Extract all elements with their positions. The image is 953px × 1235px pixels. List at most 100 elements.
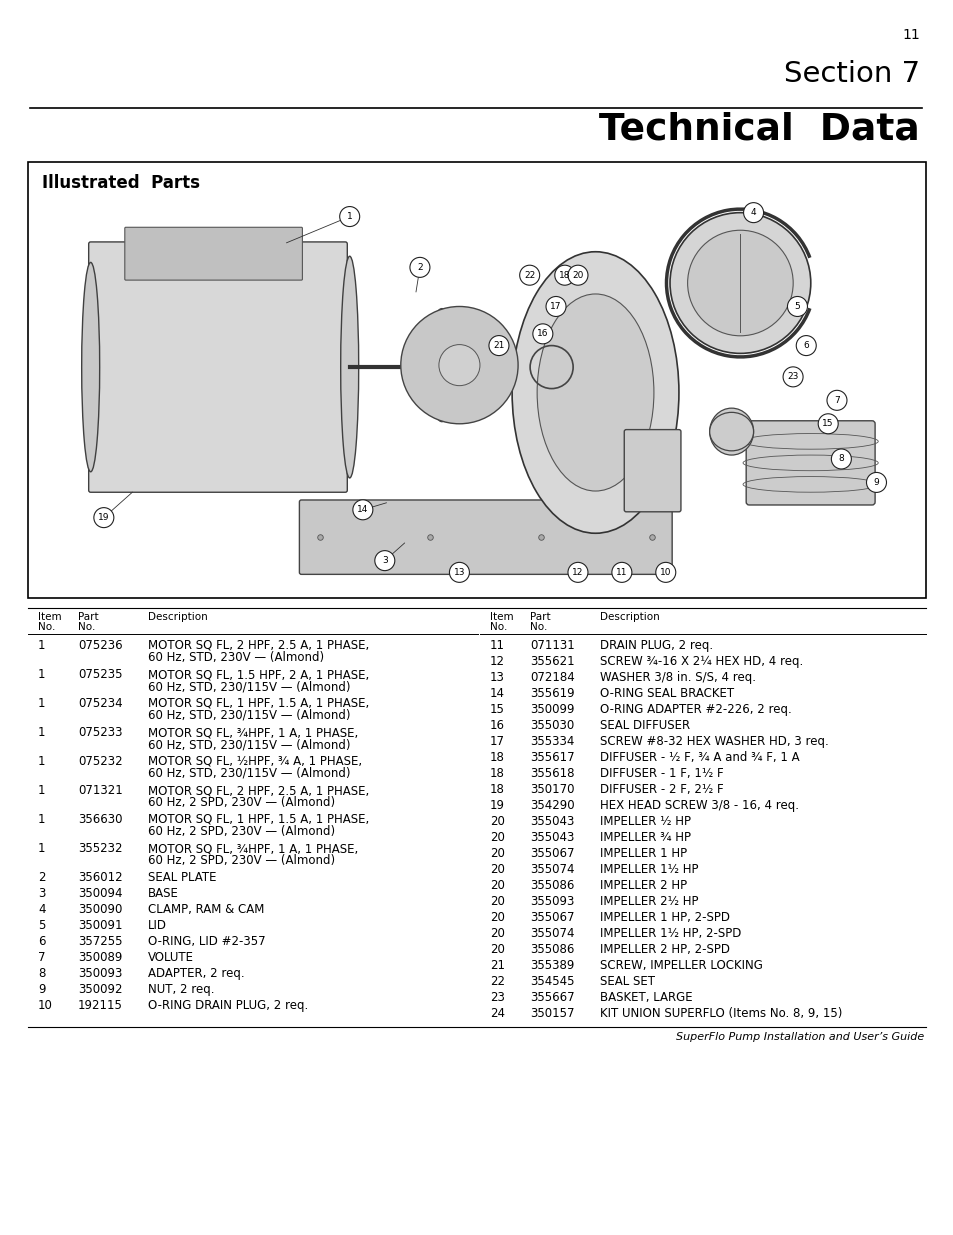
Text: 9: 9 [873, 478, 879, 487]
Text: 355334: 355334 [530, 735, 574, 748]
Circle shape [818, 414, 838, 433]
Text: No.: No. [490, 622, 507, 632]
Text: 15: 15 [490, 703, 504, 716]
Circle shape [865, 473, 885, 493]
Text: 20: 20 [490, 895, 504, 908]
Text: MOTOR SQ FL, 2 HPF, 2.5 A, 1 PHASE,: MOTOR SQ FL, 2 HPF, 2.5 A, 1 PHASE, [148, 784, 369, 797]
Text: 355043: 355043 [530, 831, 574, 844]
Text: 355074: 355074 [530, 927, 574, 940]
Text: 1: 1 [38, 638, 46, 652]
Text: 355086: 355086 [530, 944, 574, 956]
Text: MOTOR SQ FL, 2 HPF, 2.5 A, 1 PHASE,: MOTOR SQ FL, 2 HPF, 2.5 A, 1 PHASE, [148, 638, 369, 652]
Text: 8: 8 [38, 967, 46, 981]
Text: 13: 13 [490, 671, 504, 684]
Text: 355232: 355232 [78, 842, 122, 855]
Text: 11: 11 [616, 568, 627, 577]
Text: 1: 1 [347, 212, 353, 221]
Ellipse shape [340, 256, 358, 478]
Circle shape [375, 551, 395, 571]
Text: 20: 20 [572, 270, 583, 279]
FancyBboxPatch shape [299, 500, 672, 574]
Text: DIFFUSER - ½ F, ¾ A and ¾ F, 1 A: DIFFUSER - ½ F, ¾ A and ¾ F, 1 A [599, 751, 799, 764]
Text: SEAL SET: SEAL SET [599, 974, 655, 988]
Circle shape [555, 266, 575, 285]
Text: 355043: 355043 [530, 815, 574, 827]
Text: O-RING ADAPTER #2-226, 2 req.: O-RING ADAPTER #2-226, 2 req. [599, 703, 791, 716]
Text: DIFFUSER - 1 F, 1½ F: DIFFUSER - 1 F, 1½ F [599, 767, 723, 781]
Text: SCREW #8-32 HEX WASHER HD, 3 req.: SCREW #8-32 HEX WASHER HD, 3 req. [599, 735, 828, 748]
Text: IMPELLER ¾ HP: IMPELLER ¾ HP [599, 831, 690, 844]
Text: No.: No. [530, 622, 547, 632]
Ellipse shape [512, 252, 679, 534]
Text: 075235: 075235 [78, 668, 122, 680]
Text: SuperFlo Pump Installation and User’s Guide: SuperFlo Pump Installation and User’s Gu… [675, 1032, 923, 1042]
Text: 356012: 356012 [78, 871, 123, 884]
Text: WASHER 3/8 in. S/S, 4 req.: WASHER 3/8 in. S/S, 4 req. [599, 671, 755, 684]
Text: HEX HEAD SCREW 3/8 - 16, 4 req.: HEX HEAD SCREW 3/8 - 16, 4 req. [599, 799, 799, 811]
Bar [28, 162, 925, 598]
Text: 350099: 350099 [530, 703, 574, 716]
Text: 355618: 355618 [530, 767, 574, 781]
Circle shape [655, 562, 675, 583]
Text: 355030: 355030 [530, 719, 574, 732]
Text: 075232: 075232 [78, 755, 123, 768]
Text: IMPELLER 1 HP, 2-SPD: IMPELLER 1 HP, 2-SPD [599, 911, 729, 924]
Text: 8: 8 [838, 454, 843, 463]
Text: 072184: 072184 [530, 671, 574, 684]
Circle shape [611, 562, 631, 583]
Text: 3: 3 [381, 556, 387, 566]
Text: 12: 12 [490, 655, 504, 668]
Text: IMPELLER 2½ HP: IMPELLER 2½ HP [599, 895, 698, 908]
Text: 356630: 356630 [78, 813, 122, 826]
Circle shape [826, 390, 846, 410]
Circle shape [669, 212, 810, 353]
Text: IMPELLER ½ HP: IMPELLER ½ HP [599, 815, 690, 827]
Text: 4: 4 [38, 903, 46, 916]
Text: 6: 6 [802, 341, 808, 350]
Text: 60 Hz, STD, 230V — (Almond): 60 Hz, STD, 230V — (Almond) [148, 651, 324, 664]
Text: 1: 1 [38, 784, 46, 797]
Circle shape [400, 306, 517, 424]
Text: MOTOR SQ FL, ¾HPF, 1 A, 1 PHASE,: MOTOR SQ FL, ¾HPF, 1 A, 1 PHASE, [148, 726, 358, 739]
Text: MOTOR SQ FL, 1 HPF, 1.5 A, 1 PHASE,: MOTOR SQ FL, 1 HPF, 1.5 A, 1 PHASE, [148, 697, 369, 710]
Text: 071131: 071131 [530, 638, 574, 652]
Text: LID: LID [148, 919, 167, 932]
Text: Part: Part [530, 613, 550, 622]
Text: 355074: 355074 [530, 863, 574, 876]
Text: 7: 7 [38, 951, 46, 965]
FancyBboxPatch shape [745, 421, 874, 505]
Text: MOTOR SQ FL, 1.5 HPF, 2 A, 1 PHASE,: MOTOR SQ FL, 1.5 HPF, 2 A, 1 PHASE, [148, 668, 369, 680]
Text: 10: 10 [659, 568, 671, 577]
Text: 6: 6 [38, 935, 46, 948]
Text: 19: 19 [98, 513, 110, 522]
Ellipse shape [709, 412, 753, 451]
Text: 350093: 350093 [78, 967, 122, 981]
Text: CLAMP, RAM & CAM: CLAMP, RAM & CAM [148, 903, 264, 916]
Circle shape [567, 562, 587, 583]
Text: 21: 21 [493, 341, 504, 350]
Ellipse shape [410, 346, 420, 384]
Text: IMPELLER 2 HP: IMPELLER 2 HP [599, 879, 686, 892]
FancyBboxPatch shape [89, 242, 347, 493]
Text: 14: 14 [356, 505, 368, 514]
Text: IMPELLER 1½ HP: IMPELLER 1½ HP [599, 863, 698, 876]
Text: 16: 16 [537, 330, 548, 338]
Circle shape [545, 296, 565, 316]
Text: 075234: 075234 [78, 697, 123, 710]
Text: Item: Item [38, 613, 62, 622]
Ellipse shape [709, 408, 753, 454]
Text: 075233: 075233 [78, 726, 122, 739]
Text: Description: Description [599, 613, 659, 622]
Text: 21: 21 [490, 960, 504, 972]
Text: 60 Hz, 2 SPD, 230V — (Almond): 60 Hz, 2 SPD, 230V — (Almond) [148, 825, 335, 839]
Text: IMPELLER 2 HP, 2-SPD: IMPELLER 2 HP, 2-SPD [599, 944, 729, 956]
Text: KIT UNION SUPERFLO (Items No. 8, 9, 15): KIT UNION SUPERFLO (Items No. 8, 9, 15) [599, 1007, 841, 1020]
Text: 18: 18 [558, 270, 570, 279]
Text: 350091: 350091 [78, 919, 122, 932]
Text: 1: 1 [38, 697, 46, 710]
Text: 14: 14 [490, 687, 504, 700]
Text: 20: 20 [490, 911, 504, 924]
Text: NUT, 2 req.: NUT, 2 req. [148, 983, 214, 995]
Circle shape [339, 206, 359, 226]
Text: 60 Hz, STD, 230/115V — (Almond): 60 Hz, STD, 230/115V — (Almond) [148, 709, 350, 722]
